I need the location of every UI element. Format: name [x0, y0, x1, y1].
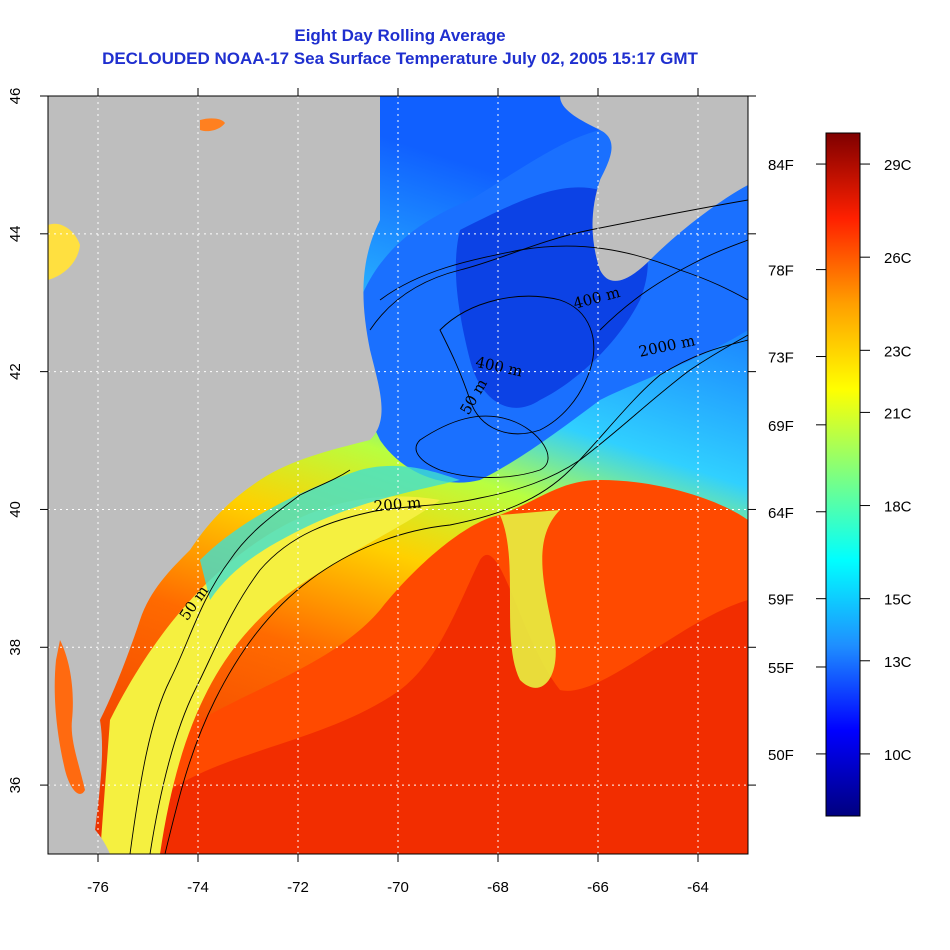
- contour-2000m: [164, 339, 748, 854]
- y-axis: 36 38 40 42 44 46: [7, 88, 756, 794]
- contour-200m: [149, 334, 748, 854]
- colorbar: [825, 132, 861, 817]
- fahrenheit-label-7: 50F: [768, 747, 794, 764]
- fahrenheit-label-6: 55F: [768, 660, 794, 677]
- inland-lake-2: [200, 118, 225, 132]
- shelf-warm-water: [100, 496, 440, 854]
- fahrenheit-label-0: 84F: [768, 157, 794, 174]
- celsius-scale: 29C 26C 23C 21C 18C 15C 13C 10C: [860, 157, 912, 764]
- celsius-label-7: 10C: [884, 747, 912, 764]
- fahrenheit-scale: 84F 78F 73F 69F 64F 59F 55F 50F: [768, 157, 826, 764]
- y-tick-label-0: 36: [7, 777, 24, 794]
- x-tick-label-0: -76: [87, 879, 109, 896]
- cool-filament: [500, 510, 560, 688]
- x-tick-label-1: -74: [187, 879, 209, 896]
- gulf-stream-hot-core: [160, 554, 748, 854]
- y-tick-label-5: 46: [7, 88, 24, 105]
- celsius-label-0: 29C: [884, 157, 912, 174]
- y-tick-label-3: 42: [7, 363, 24, 380]
- fahrenheit-label-2: 73F: [768, 350, 794, 367]
- land-north-carolina: [48, 800, 110, 854]
- y-tick-label-4: 44: [7, 225, 24, 242]
- contour-50m: [129, 469, 351, 854]
- contour-georges-bank: [415, 415, 549, 478]
- fahrenheit-label-4: 64F: [768, 505, 794, 522]
- contour-nova-scotia-shelf: [599, 239, 748, 331]
- chart-subtitle: DECLOUDED NOAA-17 Sea Surface Temperatur…: [102, 49, 698, 68]
- celsius-label-4: 18C: [884, 499, 912, 516]
- x-tick-label-2: -72: [287, 879, 309, 896]
- chesapeake-bay: [54, 640, 85, 794]
- bathymetry-contours: [129, 199, 748, 854]
- top-ticks: [97, 88, 699, 96]
- x-tick-label-5: -66: [587, 879, 609, 896]
- x-tick-label-4: -68: [487, 879, 509, 896]
- fahrenheit-label-1: 78F: [768, 263, 794, 280]
- fahrenheit-label-5: 59F: [768, 592, 794, 609]
- celsius-label-3: 21C: [884, 405, 912, 422]
- contour-gulf-maine-outer: [369, 199, 748, 331]
- celsius-label-2: 23C: [884, 343, 912, 360]
- x-tick-label-6: -64: [687, 879, 709, 896]
- x-axis: -76 -74 -72 -70 -68 -66 -64: [87, 854, 709, 896]
- y-tick-label-2: 40: [7, 501, 24, 518]
- celsius-label-1: 26C: [884, 250, 912, 267]
- land-nova-scotia: [560, 96, 748, 281]
- x-tick-label-3: -70: [387, 879, 409, 896]
- celsius-label-6: 13C: [884, 654, 912, 671]
- inland-lake: [48, 223, 80, 280]
- celsius-label-5: 15C: [884, 592, 912, 609]
- fahrenheit-label-3: 69F: [768, 418, 794, 435]
- shelf-cool-water: [200, 465, 460, 600]
- chart-title: Eight Day Rolling Average: [294, 26, 506, 45]
- contour-gulf-maine-400m: [439, 295, 595, 435]
- contour-gulf-maine-inner: [379, 245, 748, 301]
- y-tick-label-1: 38: [7, 639, 24, 656]
